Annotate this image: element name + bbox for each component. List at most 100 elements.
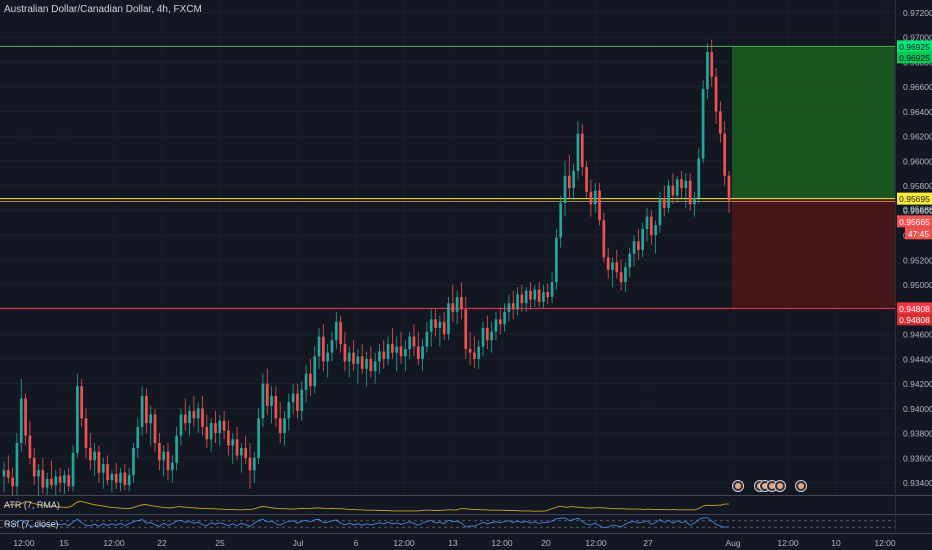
candle: [326, 344, 329, 378]
candle: [511, 290, 515, 320]
candle: [628, 247, 632, 278]
candle: [529, 282, 532, 310]
candle-body: [693, 198, 696, 205]
candle-body: [244, 447, 248, 458]
candle-body: [252, 457, 256, 471]
candle: [460, 282, 463, 320]
candle-body: [76, 386, 79, 453]
candle: [386, 336, 390, 366]
candle-body: [2, 470, 6, 477]
candle: [6, 455, 10, 483]
candle: [330, 331, 334, 362]
candle: [589, 179, 593, 217]
candle: [537, 282, 541, 307]
candle: [261, 373, 265, 427]
candle-body: [421, 346, 424, 359]
stop-loss-tag-secondary-bg: [897, 313, 932, 326]
candle-body: [153, 414, 157, 444]
candle-body: [460, 297, 463, 310]
candle: [88, 433, 92, 471]
candle-body: [326, 352, 329, 362]
candle: [356, 348, 360, 384]
time-tick-label: 10: [831, 538, 841, 548]
price-tick-label: 0.95000: [903, 280, 932, 290]
candle-body: [658, 198, 662, 226]
candle: [645, 207, 649, 242]
candle-body: [395, 346, 399, 353]
candle-body: [287, 402, 291, 419]
atr-line: [3, 500, 729, 512]
candle-body: [723, 133, 727, 176]
entry-tag-bg: [897, 192, 932, 205]
candle-body: [507, 303, 511, 312]
candle-body: [524, 290, 528, 304]
candle: [391, 327, 394, 359]
candle: [205, 414, 209, 448]
time-tick-label: 12:00: [103, 538, 125, 548]
candle-body: [218, 420, 222, 434]
price-tick-label: 0.94600: [903, 330, 932, 340]
candle: [641, 222, 645, 258]
candle-body: [710, 51, 714, 77]
candle-body: [183, 414, 187, 424]
candle-body: [356, 356, 360, 364]
last-price-label: 0.95688: [903, 204, 932, 214]
candle: [429, 309, 433, 347]
candle: [723, 121, 727, 186]
candle-body: [37, 470, 40, 477]
rsi-indicator-label[interactable]: RSI (7, close): [4, 519, 59, 529]
candle-body: [106, 464, 109, 481]
candle: [507, 294, 511, 322]
candle-body: [662, 198, 666, 208]
candle-body: [248, 457, 252, 471]
candle-body: [127, 475, 131, 486]
candle: [248, 443, 252, 489]
candle: [84, 408, 88, 458]
candle: [244, 435, 248, 465]
candle-body: [498, 319, 502, 325]
candle: [382, 340, 386, 369]
candle-body: [274, 396, 278, 419]
candle-body: [701, 89, 705, 159]
candle-body: [719, 111, 722, 134]
candle-body: [546, 292, 550, 297]
candle: [252, 451, 256, 483]
event-icon-face: [777, 483, 783, 489]
candle: [701, 80, 705, 164]
candle-body: [542, 292, 545, 302]
candle-body: [231, 439, 235, 446]
price-tick-label: 0.96200: [903, 132, 932, 142]
candle-body: [360, 356, 364, 369]
candle: [132, 443, 135, 483]
candle-body: [300, 389, 304, 411]
candle: [270, 386, 273, 424]
candle-body: [580, 133, 584, 168]
candle: [658, 191, 662, 233]
time-tick-label: 15: [59, 538, 69, 548]
candle: [524, 287, 528, 312]
candle-body: [429, 319, 433, 332]
candle: [697, 148, 701, 205]
candle-body: [654, 225, 657, 236]
price-tick-label: 0.94400: [903, 354, 932, 364]
candle: [317, 327, 321, 369]
candle-body: [175, 435, 178, 463]
candle: [231, 433, 235, 465]
candle: [719, 101, 722, 143]
candle: [404, 340, 407, 372]
candle: [442, 311, 446, 341]
price-tick-label: 0.96600: [903, 82, 932, 92]
candle-body: [265, 383, 269, 406]
stop-loss-tag: 0.94808: [897, 302, 932, 315]
candle-body: [408, 336, 411, 349]
atr-indicator-label[interactable]: ATR (7, RMA): [4, 500, 60, 510]
stop-loss-tag-bg: [897, 302, 932, 315]
candle-body: [598, 190, 601, 221]
candle-body: [649, 216, 653, 236]
candle: [352, 340, 355, 372]
candle: [183, 398, 187, 431]
candle: [667, 179, 670, 213]
candle: [693, 191, 696, 217]
candle: [624, 262, 627, 293]
